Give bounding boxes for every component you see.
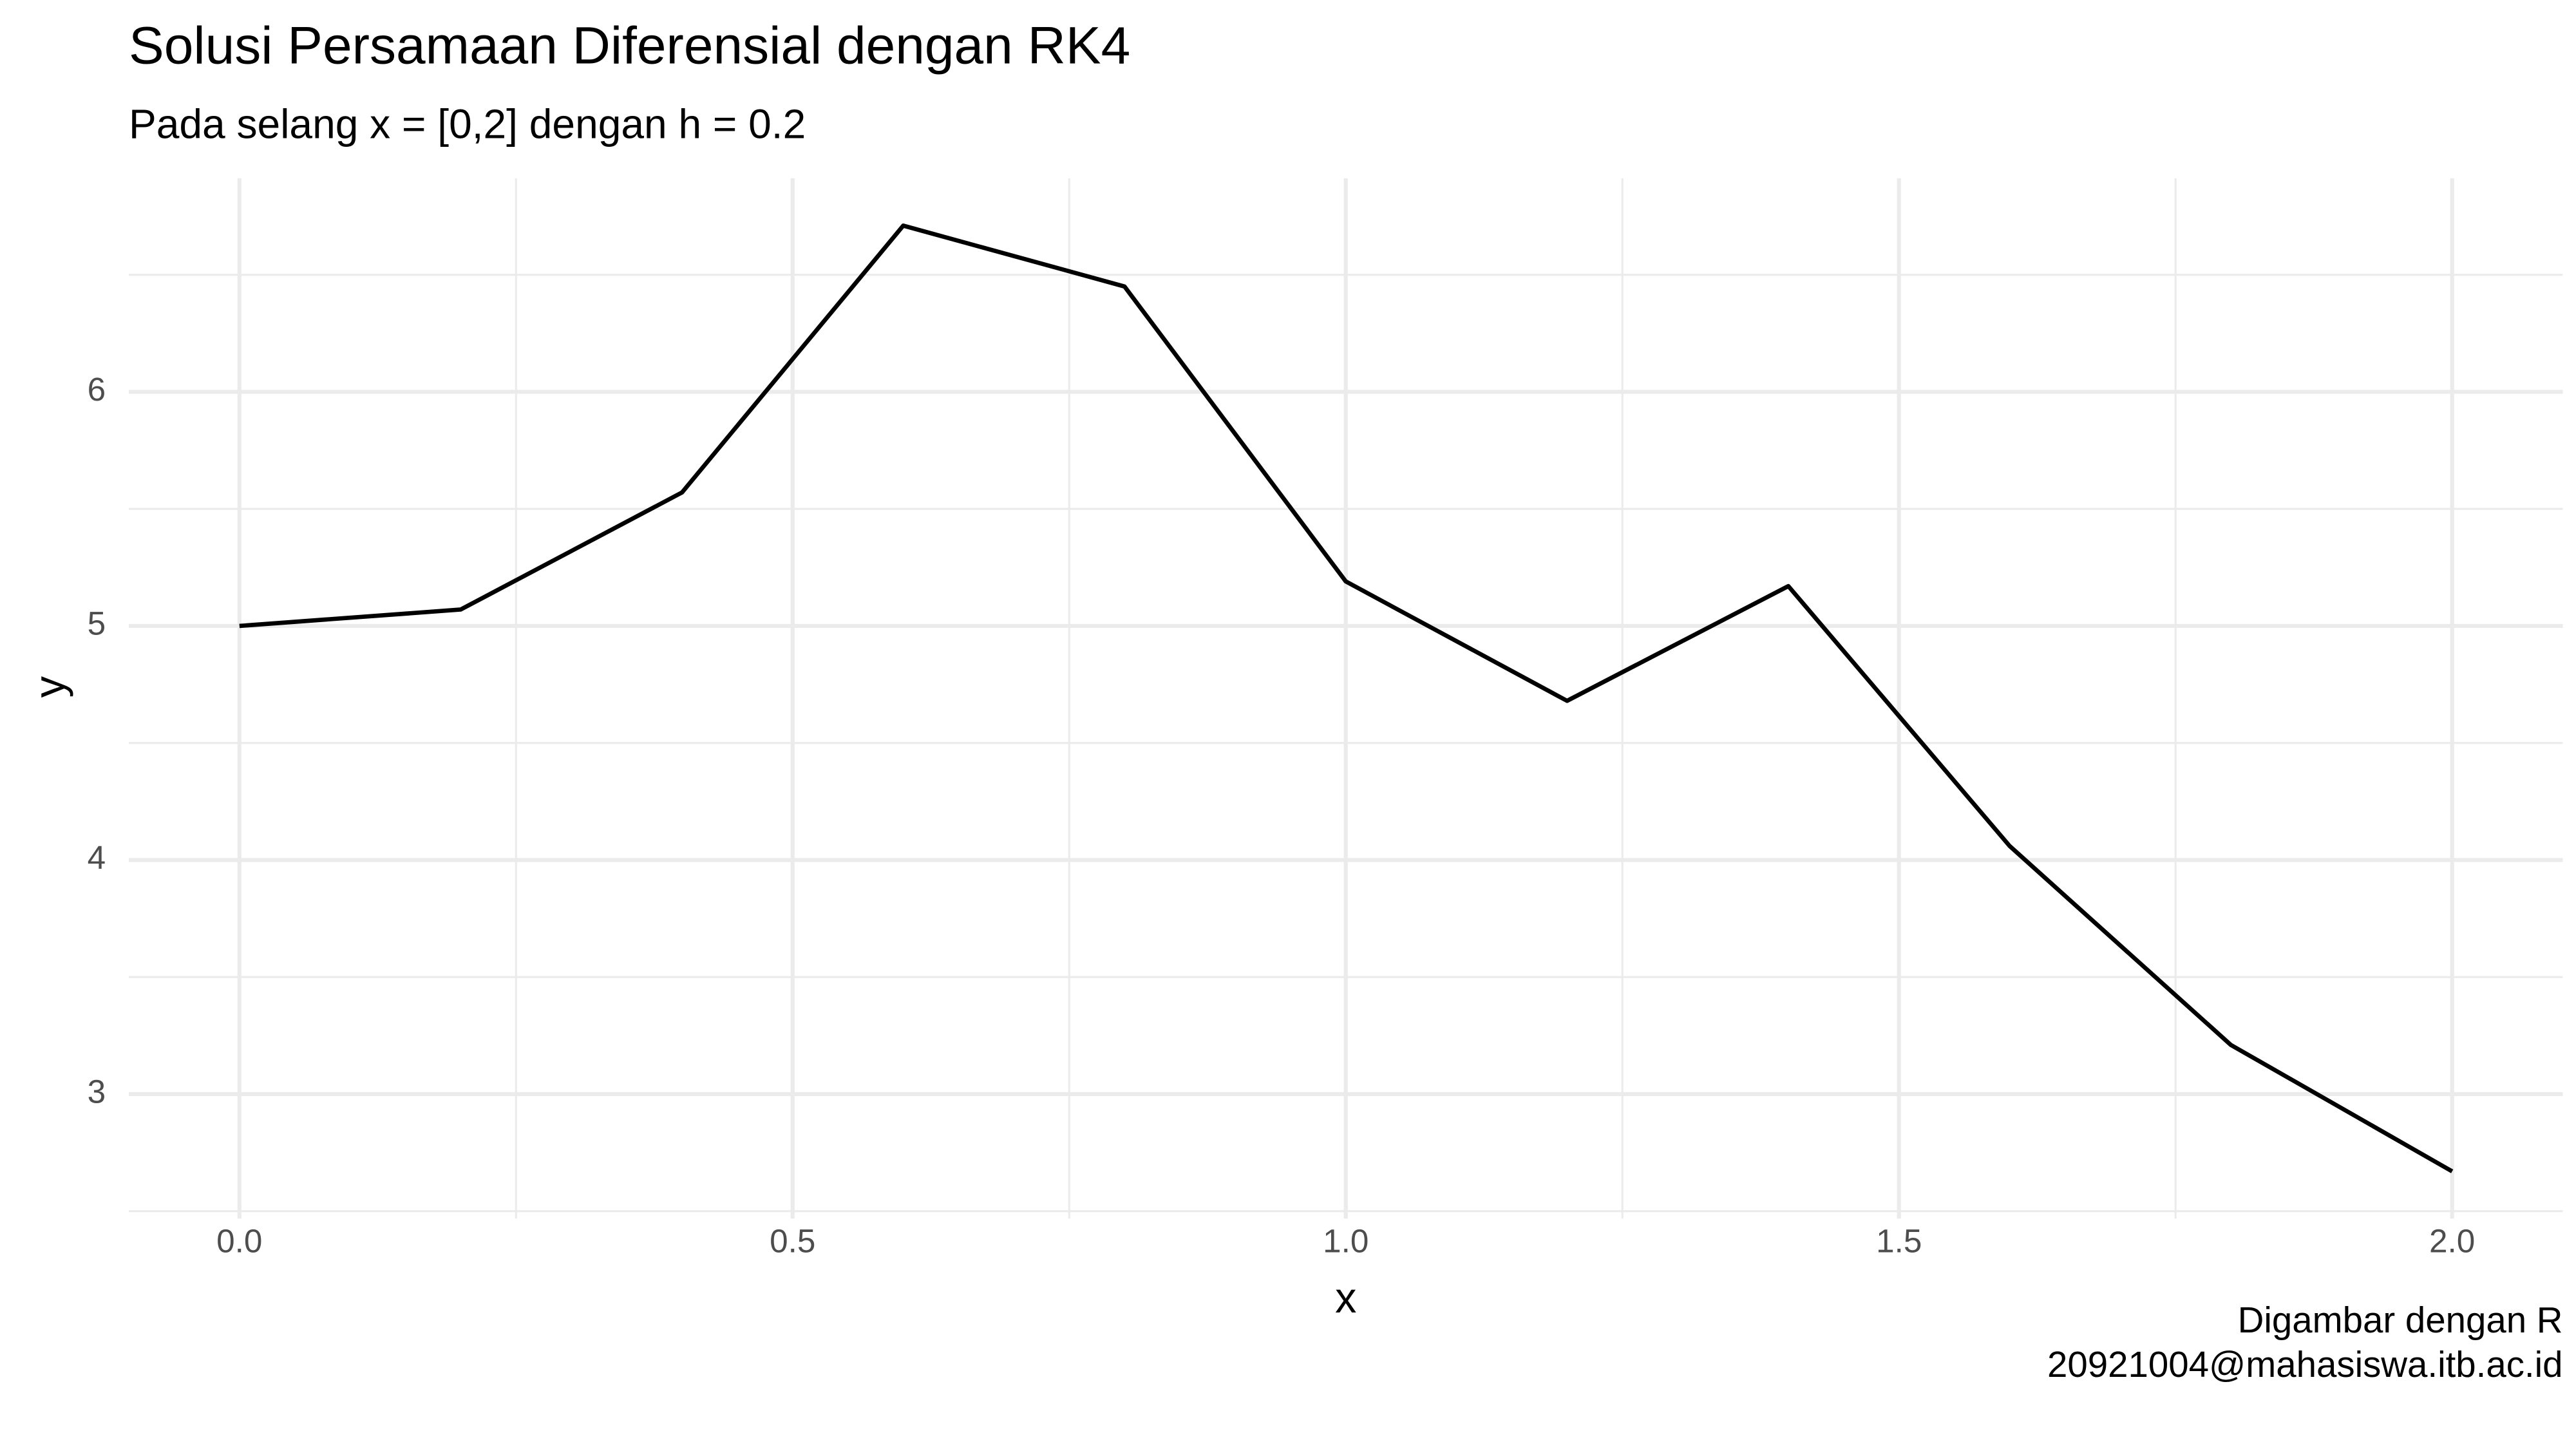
x-tick-label: 1.5 <box>1876 1222 1922 1259</box>
x-tick-label: 0.0 <box>216 1222 262 1259</box>
y-tick-label: 6 <box>88 371 106 408</box>
y-tick-label: 3 <box>88 1073 106 1110</box>
y-tick-label: 5 <box>88 605 106 641</box>
caption: 20921004@mahasiswa.itb.ac.id <box>2047 1344 2562 1385</box>
chart-subtitle: Pada selang x = [0,2] dengan h = 0.2 <box>129 100 806 147</box>
x-tick-label: 1.0 <box>1323 1222 1368 1259</box>
chart-title: Solusi Persamaan Diferensial dengan RK4 <box>129 17 1130 75</box>
x-tick-label: 0.5 <box>770 1222 815 1259</box>
caption: Digambar dengan R <box>2238 1300 2563 1340</box>
x-axis-label: x <box>1335 1274 1356 1322</box>
line-series <box>239 223 2454 1173</box>
x-tick-label: 2.0 <box>2429 1222 2475 1259</box>
y-axis-label: y <box>26 676 74 697</box>
y-tick-label: 4 <box>88 839 106 876</box>
